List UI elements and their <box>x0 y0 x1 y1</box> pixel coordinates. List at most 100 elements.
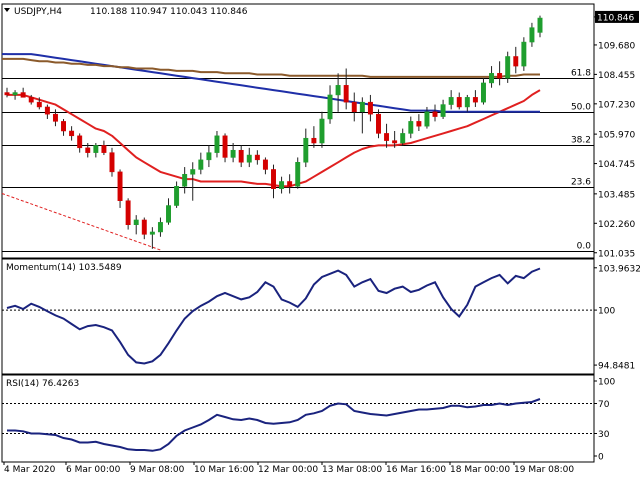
fib-label: 61.8 <box>571 69 591 79</box>
rsi-tick-label: 70 <box>598 400 610 410</box>
candle-body <box>44 106 50 115</box>
current-price-label: 110.846 <box>597 13 634 23</box>
price-tick-label: 108.455 <box>598 71 635 81</box>
time-tick-label: 9 Mar 08:00 <box>130 465 185 475</box>
candle-body <box>77 135 83 149</box>
rsi-indicator: 100 70 30 0 <box>2 378 615 463</box>
candle-body <box>93 145 99 153</box>
candle-body <box>20 92 26 98</box>
current-price-box <box>595 10 639 23</box>
candle-body <box>166 205 171 223</box>
candle-body <box>230 149 236 158</box>
candle-body <box>85 147 91 153</box>
candle-body <box>456 97 462 108</box>
candle-body <box>311 137 317 144</box>
candle-body <box>319 118 325 144</box>
rsi-tick-label: 0 <box>598 453 604 463</box>
candle-body <box>343 85 349 103</box>
candle-body <box>513 56 519 67</box>
candle-body <box>52 113 58 122</box>
dropdown-triangle-icon[interactable] <box>4 8 10 12</box>
price-tick-label: 109.680 <box>598 41 635 51</box>
momentum-panel-frame <box>1 258 595 375</box>
candle-body <box>424 111 430 127</box>
candle-body <box>408 121 414 134</box>
candle-body <box>400 133 406 144</box>
chart-header: USDJPY,H4 110.188 110.947 110.043 110.84… <box>4 7 248 17</box>
rsi-line <box>7 398 541 452</box>
candle-body <box>36 101 42 108</box>
candle-body <box>359 101 365 113</box>
price-panel-frame <box>1 3 595 259</box>
candle-body <box>238 149 244 163</box>
time-tick-label: 10 Mar 16:00 <box>194 465 254 475</box>
price-tick-label: 101.035 <box>598 249 635 259</box>
rsi-panel-frame <box>1 374 595 463</box>
candle-body <box>295 162 301 187</box>
candle-body <box>327 94 333 120</box>
fib-label: 50.0 <box>571 103 591 113</box>
candle-body <box>384 133 390 141</box>
candle-body <box>117 171 123 201</box>
candle-body <box>182 174 188 187</box>
candle-body <box>69 130 75 137</box>
candle-body <box>157 222 163 233</box>
symbol-title: USDJPY,H4 <box>14 7 62 17</box>
rsi-tick-label: 30 <box>598 430 610 440</box>
time-tick-label: 12 Mar 00:00 <box>258 465 318 475</box>
rsi-title: RSI(14) 76.4263 <box>6 379 79 389</box>
time-tick-label: 13 Mar 08:00 <box>322 465 382 475</box>
candle-body <box>464 97 470 108</box>
momentum-line <box>6 267 541 365</box>
candle-body <box>141 219 147 235</box>
fib-label: 0.0 <box>577 242 592 252</box>
momentum-tick-label: 94.8481 <box>598 362 635 372</box>
candle-body <box>222 135 228 158</box>
candle-body <box>335 85 341 96</box>
candle-body <box>198 159 204 170</box>
candle-body <box>125 200 131 225</box>
momentum-indicator: 103.9632 100 94.8481 <box>2 264 640 372</box>
candle-body <box>440 104 446 117</box>
candle-body <box>133 219 139 225</box>
candle-body <box>351 101 357 113</box>
sma-blue-line <box>7 53 540 113</box>
candle-body <box>149 231 155 235</box>
time-tick-label: 4 Mar 2020 <box>4 465 56 475</box>
time-tick-label: 18 Mar 00:00 <box>450 465 510 475</box>
time-tick-label: 16 Mar 16:00 <box>386 465 446 475</box>
candle-body <box>4 92 10 96</box>
candle-body <box>279 181 285 189</box>
candle-body <box>416 121 422 127</box>
time-tick-label: 6 Mar 00:00 <box>66 465 121 475</box>
candlesticks <box>4 15 543 249</box>
time-axis: 4 Mar 2020 6 Mar 00:00 9 Mar 08:00 10 Mar 1… <box>3 462 574 475</box>
momentum-tick-label: 100 <box>598 307 615 317</box>
candle-body <box>206 152 212 161</box>
candle-body <box>28 97 34 103</box>
candle-body <box>262 159 268 170</box>
candle-body <box>214 135 220 153</box>
momentum-tick-label: 103.9632 <box>598 264 640 274</box>
candle-body <box>376 113 381 134</box>
candle-body <box>109 152 115 173</box>
candle-body <box>537 17 543 33</box>
candle-body <box>367 101 373 115</box>
candle-body <box>174 186 180 206</box>
fib-trendline <box>1 193 161 251</box>
candle-body <box>497 73 503 79</box>
candle-body <box>12 92 18 96</box>
price-tick-label: 104.745 <box>598 160 635 170</box>
candle-body <box>480 82 486 103</box>
candle-body <box>190 169 196 175</box>
price-axis: 110.846 109.680 108.455 107.230 105.970 104.7… <box>594 10 639 259</box>
candle-body <box>521 41 527 67</box>
candle-body <box>271 169 276 189</box>
candle-body <box>101 145 107 153</box>
fib-label: 38.2 <box>571 136 591 146</box>
candle-body <box>254 154 260 161</box>
price-tick-label: 102.260 <box>598 220 635 230</box>
candle-body <box>246 154 252 163</box>
